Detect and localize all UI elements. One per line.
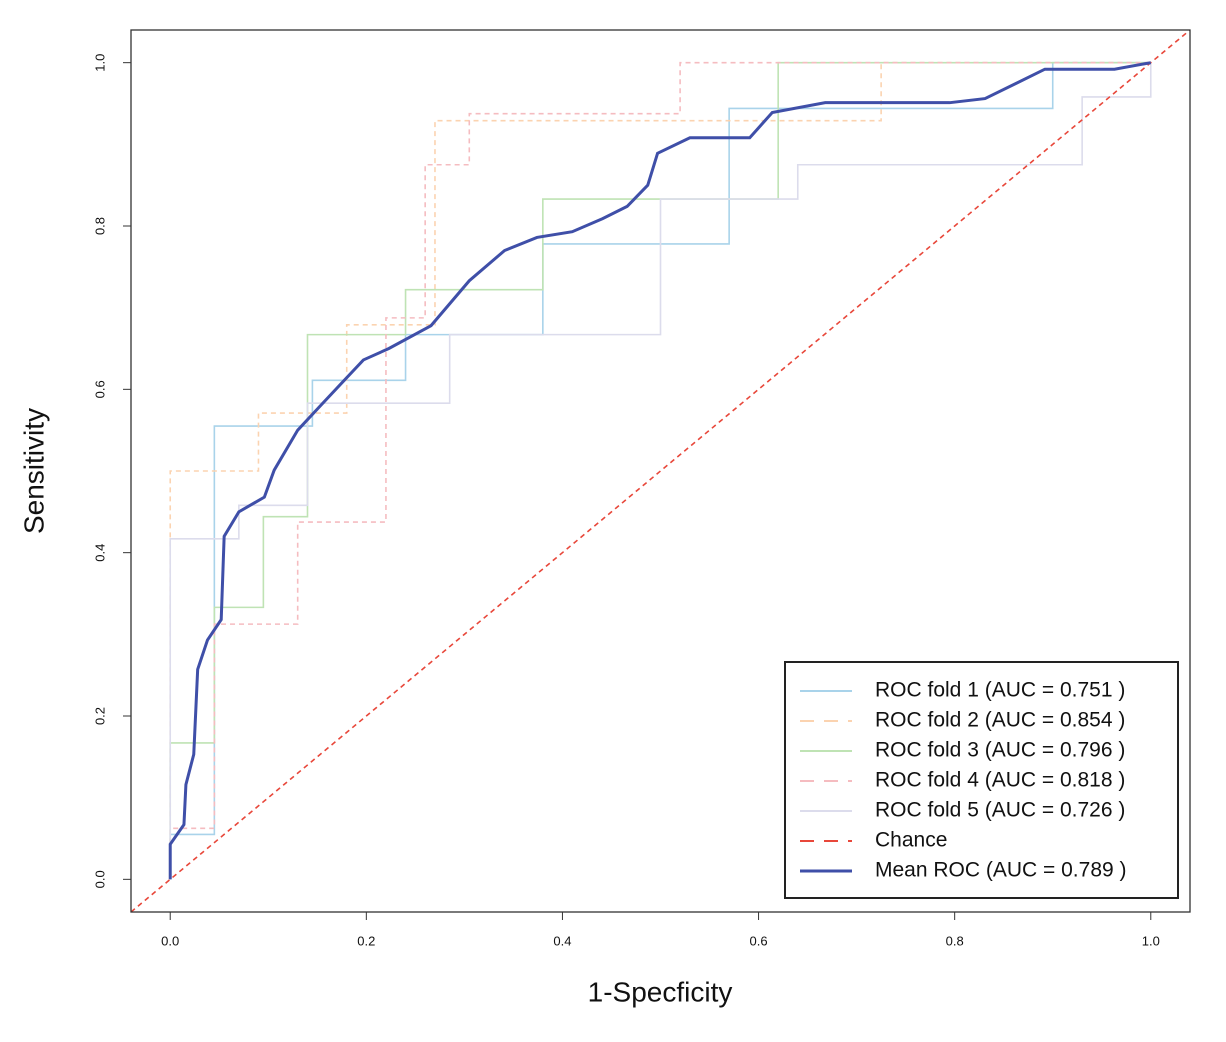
legend-label: Mean ROC (AUC = 0.789 ) (875, 859, 1127, 882)
y-axis-title: Sensitivity (18, 408, 49, 534)
roc-line (131, 30, 1190, 912)
x-axis-title: 1-Specficity (588, 976, 733, 1007)
roc-line (169, 61, 1151, 880)
y-tick-label: 0.2 (92, 707, 107, 725)
legend-label: ROC fold 4 (AUC = 0.818 ) (875, 769, 1125, 792)
legend-label: ROC fold 5 (AUC = 0.726 ) (875, 799, 1125, 822)
legend-label: ROC fold 1 (AUC = 0.751 ) (875, 679, 1125, 702)
roc-line (168, 61, 1152, 880)
legend-label: ROC fold 2 (AUC = 0.854 ) (875, 709, 1125, 732)
y-tick-label: 0.0 (92, 870, 107, 888)
x-tick-label: 0.2 (357, 933, 375, 948)
x-tick-label: 0.6 (750, 933, 768, 948)
plot-frame (130, 29, 1191, 913)
y-tick-label: 0.4 (92, 544, 107, 562)
x-tick-label: 1.0 (1142, 933, 1160, 948)
legend-label: ROC fold 3 (AUC = 0.796 ) (875, 739, 1125, 762)
x-tick-label: 0.8 (946, 933, 964, 948)
y-tick-label: 0.6 (92, 380, 107, 398)
y-tick-label: 1.0 (92, 54, 107, 72)
legend-label: Chance (875, 829, 947, 852)
y-tick-label: 0.8 (92, 217, 107, 235)
roc-line (169, 62, 1152, 880)
x-tick-label: 0.0 (161, 933, 179, 948)
x-tick-label: 0.4 (553, 933, 571, 948)
